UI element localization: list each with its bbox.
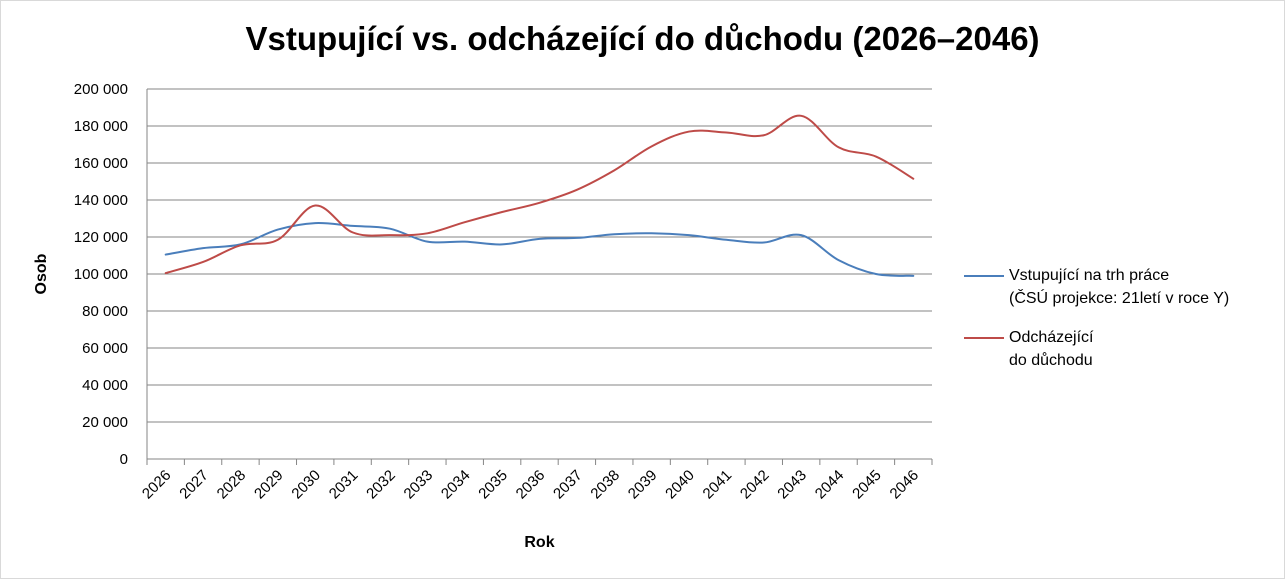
- x-tick-label: 2032: [363, 467, 399, 503]
- x-tick-label: 2036: [513, 467, 549, 503]
- x-tick-label: 2044: [812, 467, 848, 503]
- x-tick-label: 2034: [438, 467, 474, 503]
- y-tick-label: 100 000: [74, 266, 128, 283]
- y-tick-label: 20 000: [82, 414, 128, 431]
- y-tick-label: 80 000: [82, 303, 128, 320]
- x-tick-label: 2033: [401, 467, 437, 503]
- x-tick-label: 2045: [849, 467, 885, 503]
- legend-label-line: Odcházející: [1009, 329, 1094, 346]
- y-tick-label: 160 000: [74, 155, 128, 172]
- x-tick-label: 2042: [737, 467, 773, 503]
- x-tick-label: 2035: [475, 467, 511, 503]
- legend-swatch-retiring: [964, 337, 1004, 339]
- chart-title: Vstupující vs. odcházející do důchodu (2…: [245, 20, 1040, 57]
- legend-label-line: do důchodu: [1009, 352, 1093, 369]
- series-line-entering: [164, 222, 915, 277]
- x-tick-label: 2029: [251, 467, 287, 503]
- y-axis-title: Osob: [33, 253, 50, 294]
- x-tick-label: 2026: [139, 467, 175, 503]
- x-axis-title: Rok: [524, 534, 554, 551]
- legend: Vstupující na trh práce (ČSÚ projekce: 2…: [964, 264, 1284, 388]
- y-axis-ticks: 0 20 000 40 000 60 000 80 000 100 000 120 000 1…: [74, 81, 128, 468]
- legend-label-retiring: Odcházející do důchodu: [1009, 326, 1284, 372]
- y-tick-label: 140 000: [74, 192, 128, 209]
- y-tick-label: 0: [120, 451, 128, 468]
- x-tick-label: 2039: [625, 467, 661, 503]
- x-tick-label: 2046: [887, 467, 923, 503]
- y-tick-label: 180 000: [74, 118, 128, 135]
- x-tick-label: 2040: [662, 467, 698, 503]
- legend-item-retiring: Odcházející do důchodu: [964, 326, 1284, 372]
- x-tick-label: 2027: [176, 467, 212, 503]
- x-tick-label: 2041: [700, 467, 736, 503]
- x-tick-label: 2031: [326, 467, 362, 503]
- series-lines: [164, 114, 915, 277]
- series-line-retiring: [164, 114, 915, 275]
- x-axis-ticks: 2026 2027 2028 2029 2030 2031 2032 2033 2034 2035…: [139, 459, 933, 503]
- gridlines: [147, 88, 932, 423]
- legend-swatch-entering: [964, 275, 1004, 277]
- x-tick-label: 2030: [288, 467, 324, 503]
- legend-item-entering: Vstupující na trh práce (ČSÚ projekce: 2…: [964, 264, 1284, 310]
- x-tick-label: 2028: [214, 467, 250, 503]
- y-tick-label: 120 000: [74, 229, 128, 246]
- legend-label-line: (ČSÚ projekce: 21letí v roce Y): [1009, 290, 1230, 307]
- legend-label-line: Vstupující na trh práce: [1009, 267, 1170, 284]
- legend-label-entering: Vstupující na trh práce (ČSÚ projekce: 2…: [1009, 264, 1284, 310]
- x-tick-label: 2037: [550, 467, 586, 503]
- x-tick-label: 2043: [774, 467, 810, 503]
- x-tick-label: 2038: [587, 467, 623, 503]
- y-tick-label: 40 000: [82, 377, 128, 394]
- y-tick-label: 200 000: [74, 81, 128, 98]
- y-tick-label: 60 000: [82, 340, 128, 357]
